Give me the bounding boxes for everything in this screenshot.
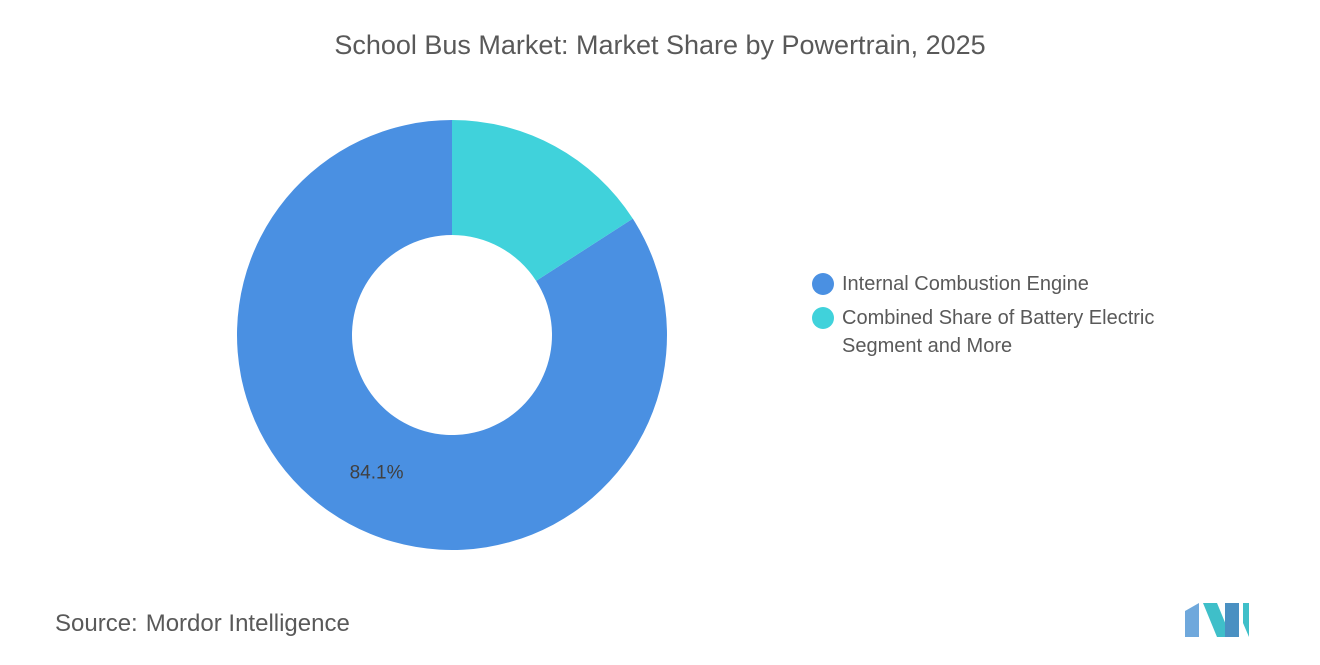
- source-label: Source:: [55, 610, 138, 637]
- logo: [1185, 603, 1249, 637]
- slice-label: 84.1%: [350, 462, 404, 483]
- donut-slice: [237, 120, 667, 550]
- legend-swatch: [812, 273, 834, 295]
- legend-item: Internal Combustion Engine: [812, 270, 1192, 298]
- legend-swatch: [812, 307, 834, 329]
- chart-title: School Bus Market: Market Share by Power…: [334, 30, 986, 60]
- legend: Internal Combustion Engine Combined Share…: [812, 270, 1192, 366]
- legend-label: Internal Combustion Engine: [842, 273, 1089, 295]
- donut-slice: [452, 120, 633, 281]
- legend-item: Combined Share of Battery Electric Segme…: [812, 304, 1192, 360]
- source: Source: Mordor Intelligence: [55, 610, 350, 638]
- source-text: Mordor Intelligence: [145, 610, 350, 637]
- legend-label: Combined Share of Battery Electric Segme…: [842, 307, 1155, 357]
